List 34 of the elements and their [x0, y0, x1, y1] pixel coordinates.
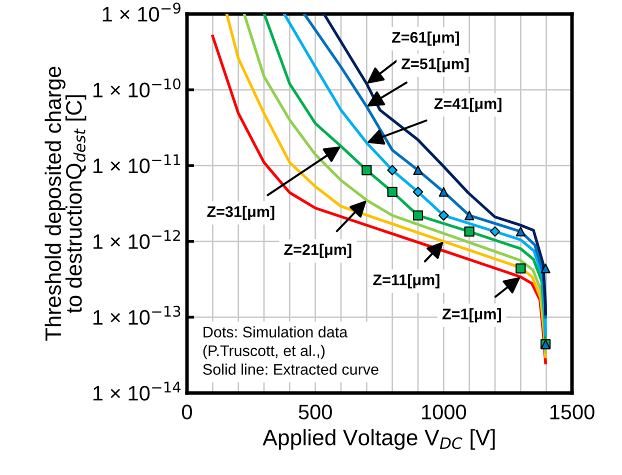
- point: [490, 226, 500, 237]
- y-tick-label: 1 × 10$^{−9}$: [102, 2, 180, 22]
- y-tick-label: 1 × 10$^{−14}$: [94, 382, 181, 401]
- point: [387, 165, 398, 176]
- annotation: Z=51[μm]: [402, 58, 469, 72]
- point: [413, 165, 423, 176]
- annotation: Z=61[μm]: [392, 32, 460, 46]
- x-tick-label: 0: [182, 404, 192, 420]
- point: [387, 186, 398, 197]
- x-tick-label: 500: [298, 404, 332, 420]
- point: [412, 186, 424, 198]
- point: [412, 210, 424, 220]
- y-tick-label: 1 × 10$^{−13}$: [94, 306, 180, 325]
- x-tick-label: 1000: [422, 404, 466, 420]
- annotation: Z=11[μm]: [373, 274, 440, 288]
- annotation: Dots: Simulation data (P.Truscott, et al.,) Solid line: Extracted curve: [203, 326, 378, 375]
- point: [438, 210, 449, 221]
- point: [438, 187, 449, 197]
- point: [464, 210, 474, 220]
- annotation: Z=31[μm]: [207, 206, 274, 220]
- point: [516, 226, 526, 236]
- annotation: Z=21[μm]: [284, 244, 352, 258]
- annotation: Z=41[μm]: [434, 98, 502, 112]
- point: [540, 264, 550, 274]
- x-tick-label: 1500: [550, 404, 594, 420]
- y-axis-title: Threshold deposited charge to destructionQ$_{dest}$ [C]: [44, 66, 86, 341]
- annotation: Z=1[μm]: [442, 308, 501, 322]
- x-axis-title: Applied Voltage V$_{DC}$ [V]: [262, 429, 495, 450]
- point: [464, 226, 474, 237]
- y-tick-label: 1 × 10$^{−11}$: [94, 154, 180, 174]
- y-tick-label: 1 × 10$^{−12}$: [94, 230, 180, 249]
- y-tick-label: 1 × 10$^{−10}$: [94, 78, 180, 98]
- point: [362, 165, 372, 176]
- point: [516, 263, 526, 274]
